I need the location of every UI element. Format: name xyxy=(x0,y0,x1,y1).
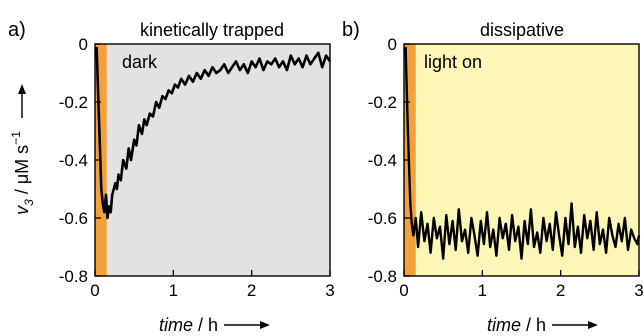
x-label-variable: time xyxy=(159,315,193,335)
y-tick-label: -0.8 xyxy=(368,267,397,286)
plot-background xyxy=(95,44,330,276)
x-tick-label: 3 xyxy=(325,281,334,300)
chart-title: dissipative xyxy=(480,20,564,40)
y-tick-label: -0.8 xyxy=(59,267,88,286)
series-line xyxy=(95,46,332,220)
x-axis-label: time / h xyxy=(159,315,218,335)
y-label-variable: v xyxy=(12,205,32,215)
y-tick-label: -0.2 xyxy=(59,93,88,112)
series-line xyxy=(404,46,641,260)
y-tick-label: 0 xyxy=(79,35,88,54)
y-tick-label: -0.6 xyxy=(368,209,397,228)
x-axis-label: time / h xyxy=(487,315,546,335)
x-label-unit: / h xyxy=(193,315,218,335)
x-axis-ticks: 0 1 2 3 xyxy=(399,270,644,300)
y-label-subscript: 3 xyxy=(22,199,36,206)
x-tick-label: 1 xyxy=(169,281,178,300)
x-tick-label: 0 xyxy=(399,281,408,300)
panel-label: a) xyxy=(8,19,26,41)
x-tick-label: 1 xyxy=(478,281,487,300)
x-tick-label: 2 xyxy=(556,281,565,300)
x-label-variable: time xyxy=(487,315,521,335)
y-tick-label: -0.2 xyxy=(368,93,397,112)
condition-annotation: dark xyxy=(122,52,158,72)
condition-annotation: light on xyxy=(424,52,482,72)
x-tick-label: 3 xyxy=(634,281,643,300)
x-axis-ticks: 0 1 2 3 xyxy=(90,270,335,300)
y-tick-label: 0 xyxy=(388,35,397,54)
y-axis-label: v3 / μM s−1 xyxy=(9,131,36,215)
y-label-superscript: −1 xyxy=(9,131,23,145)
y-axis-ticks: 0 -0.2 -0.4 -0.6 -0.8 xyxy=(59,35,101,286)
y-tick-label: -0.6 xyxy=(59,209,88,228)
x-label-unit: / h xyxy=(521,315,546,335)
chart-title: kinetically trapped xyxy=(140,20,284,40)
x-tick-label: 0 xyxy=(90,281,99,300)
panel-a: 0 -0.2 -0.4 -0.6 -0.8 0 1 2 3 a) kinetically tr… xyxy=(8,19,335,335)
panel-b: 0 -0.2 -0.4 -0.6 -0.8 0 1 2 3 b) dissipative li… xyxy=(342,19,644,335)
svg-text:v3 / μM s−1: v3 / μM s−1 xyxy=(9,131,36,215)
y-label-unit: / μM s xyxy=(12,145,32,199)
panel-label: b) xyxy=(342,19,360,41)
x-axis-arrow xyxy=(552,321,598,329)
y-tick-label: -0.4 xyxy=(368,151,397,170)
x-axis-arrow xyxy=(224,321,270,329)
y-axis-ticks: 0 -0.2 -0.4 -0.6 -0.8 xyxy=(368,35,410,286)
x-tick-label: 2 xyxy=(247,281,256,300)
y-axis-arrow xyxy=(18,84,26,118)
y-tick-label: -0.4 xyxy=(59,151,88,170)
